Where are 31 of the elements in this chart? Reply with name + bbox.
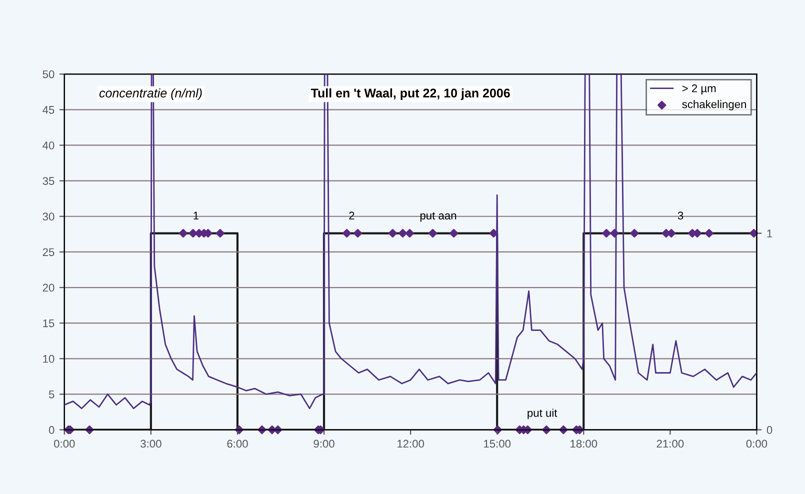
text: Tull en 't Waal, put 22, 10 jan 2006 (310, 88, 510, 100)
x-tick-label: 12:00 (397, 440, 424, 448)
annotation: 2 (349, 212, 354, 220)
y-tick-label: 10 (43, 354, 54, 363)
y-tick-label: 15 (43, 319, 54, 328)
y-tick-label: 50 (42, 70, 54, 78)
legend-label: schakelingen (682, 100, 746, 110)
y2-tick-label: 1 (767, 230, 772, 238)
x-tick-label: 0:00 (54, 440, 75, 448)
x-tick-label: 9:00 (314, 440, 334, 448)
x-tick-label: 18:00 (570, 440, 598, 448)
legend-label: > 2 µm (682, 84, 716, 94)
y-tick-label: 20 (42, 284, 54, 292)
y-tick-label: 45 (42, 106, 54, 114)
x-tick-label: 0:00 (746, 440, 768, 448)
y-tick-label: 35 (42, 177, 54, 185)
y-tick-label: 5 (48, 390, 54, 398)
y-tick-label: 0 (48, 426, 54, 434)
annotation: 3 (678, 212, 684, 220)
annotation: 1 (194, 212, 198, 220)
x-tick-label: 15:00 (484, 440, 511, 448)
y-tick-label: 30 (42, 212, 54, 221)
x-tick-label: 3:00 (140, 440, 162, 448)
x-tick-label: 21:00 (656, 440, 684, 448)
y2-tick-label: 0 (766, 426, 772, 434)
x-tick-label: 6:00 (227, 440, 248, 448)
y-tick-label: 40 (42, 142, 54, 150)
y-axis-title: concentratie (n/ml) (99, 88, 202, 100)
annotation: put uit (528, 408, 558, 420)
annotation: put aan (420, 212, 456, 222)
y-tick-label: 25 (42, 248, 54, 256)
